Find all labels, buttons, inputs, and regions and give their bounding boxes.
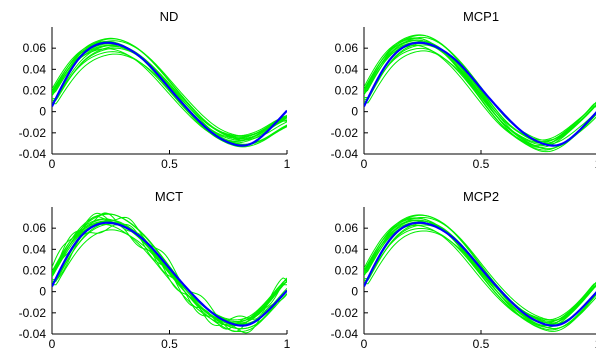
y-tick-label: 0.02 — [335, 264, 359, 278]
y-tick-label: -0.02 — [19, 306, 47, 320]
subplot-title: ND — [160, 9, 179, 24]
sample-curve — [364, 37, 596, 147]
sample-curve — [52, 224, 287, 334]
y-tick-label: -0.04 — [331, 327, 359, 341]
y-tick-label: 0 — [39, 285, 46, 299]
y-tick-label: 0 — [351, 285, 358, 299]
y-tick-label: 0.04 — [335, 62, 359, 76]
subplot-mct: MCT -0.04 -0.02 0 0.02 0.04 0.06 0 0.5 1 — [19, 189, 291, 348]
subplot-title: MCP2 — [463, 189, 499, 204]
sample-curve — [52, 47, 287, 141]
subplot-title: MCP1 — [463, 9, 499, 24]
x-tick-label: 1 — [595, 157, 596, 171]
y-tick-label: 0.02 — [335, 84, 359, 98]
y-tick-label: 0.04 — [335, 242, 359, 256]
y-tick-label: -0.02 — [331, 126, 359, 140]
x-tick-label: 1 — [284, 337, 291, 348]
x-tick-label: 0 — [361, 337, 368, 348]
sample-curve — [364, 39, 596, 144]
sample-curve — [52, 40, 287, 142]
y-tick-label: 0.06 — [335, 221, 359, 235]
y-tick-label: 0.06 — [23, 221, 47, 235]
x-tick-label: 0.5 — [161, 337, 178, 348]
x-tick-label: 0 — [49, 157, 56, 171]
y-tick-label: 0.06 — [335, 41, 359, 55]
y-tick-label: -0.04 — [331, 147, 359, 161]
subplot-nd: ND -0.04 -0.02 0 0.02 0.04 0.06 0 0.5 1 — [19, 9, 291, 171]
reference-curve — [52, 221, 287, 327]
plot-area — [52, 212, 287, 334]
y-tick-label: -0.04 — [19, 327, 47, 341]
sample-curve — [52, 218, 287, 324]
x-tick-label: 0 — [361, 157, 368, 171]
y-tick-label: 0 — [351, 105, 358, 119]
y-tick-label: -0.04 — [19, 147, 47, 161]
reference-curve — [364, 41, 596, 147]
plot-area — [364, 34, 596, 153]
x-tick-label: 1 — [595, 337, 596, 348]
subplot-mcp2: MCP2 -0.04 -0.02 0 0.02 0.04 0.06 0 0.5 1 — [331, 189, 596, 348]
sample-curve — [364, 219, 596, 324]
plot-area — [364, 214, 596, 332]
x-tick-label: 1 — [284, 157, 291, 171]
y-tick-label: 0.04 — [23, 242, 47, 256]
x-tick-label: 0.5 — [473, 337, 490, 348]
y-tick-label: 0.02 — [23, 84, 47, 98]
y-tick-label: 0.04 — [23, 62, 47, 76]
reference-curve — [364, 221, 596, 327]
subplot-mcp1: MCP1 -0.04 -0.02 0 0.02 0.04 0.06 0 0.5 1 — [331, 9, 596, 171]
sample-curve — [52, 37, 287, 138]
sample-curve — [364, 221, 596, 321]
sample-curve — [364, 41, 596, 141]
sample-curve — [52, 44, 287, 137]
y-tick-label: -0.02 — [19, 126, 47, 140]
y-tick-label: 0.02 — [23, 264, 47, 278]
sample-curve — [52, 212, 287, 330]
plot-area — [52, 37, 287, 148]
x-tick-label: 0.5 — [473, 157, 490, 171]
sample-curve — [364, 44, 596, 145]
x-tick-label: 0.5 — [161, 157, 178, 171]
sample-curve — [364, 217, 596, 327]
y-tick-label: 0.06 — [23, 41, 47, 55]
x-tick-label: 0 — [49, 337, 56, 348]
y-tick-label: -0.02 — [331, 306, 359, 320]
reference-curve — [52, 41, 287, 147]
subplot-title: MCT — [155, 189, 183, 204]
y-tick-label: 0 — [39, 105, 46, 119]
